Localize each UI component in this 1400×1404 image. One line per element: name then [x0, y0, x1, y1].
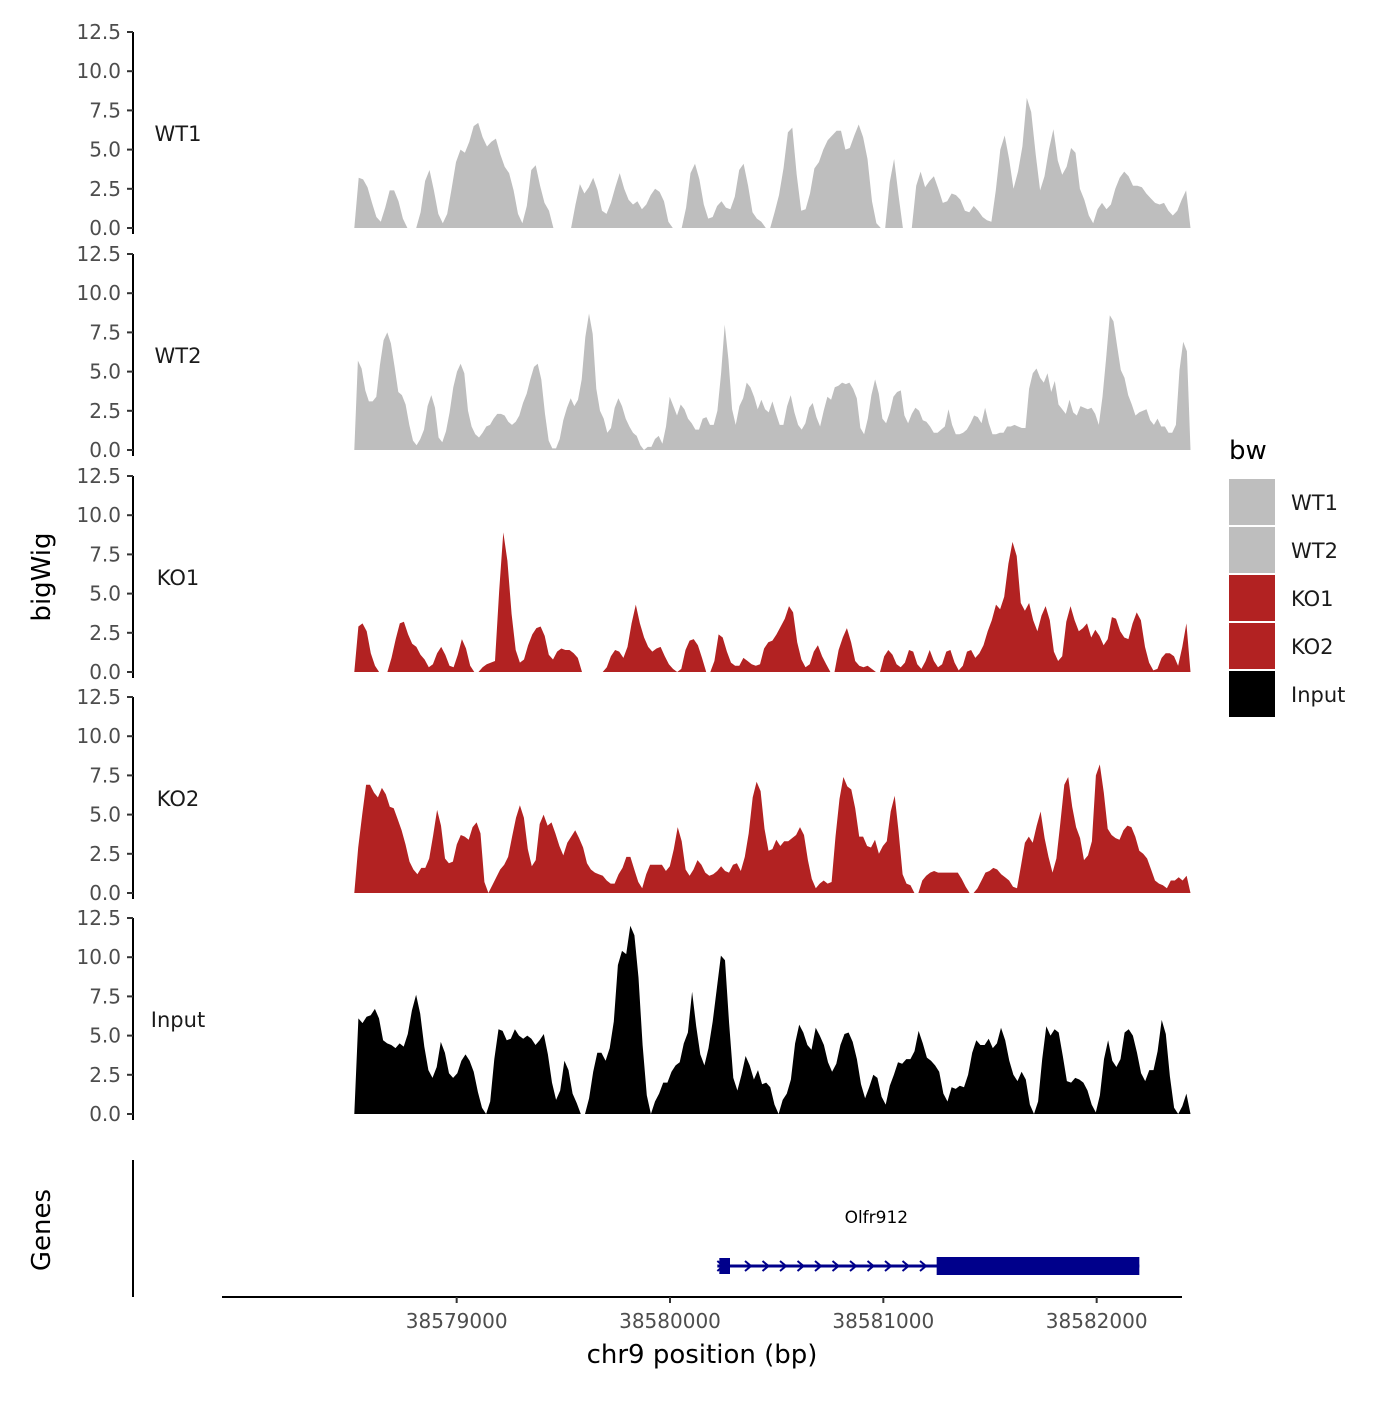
y-tick-label: 10.0 [76, 503, 121, 527]
strand-arrow [919, 1260, 928, 1272]
y-axis-title: bigWig [27, 532, 57, 621]
track-ko1: 0.0 2.5 5.0 7.5 10.0 12.5 KO1 [76, 464, 1191, 684]
signal-area-wt2 [354, 313, 1191, 450]
legend-label: WT1 [1291, 491, 1338, 515]
y-tick-label: 12.5 [76, 906, 121, 930]
y-tick-label: 12.5 [76, 242, 121, 266]
track-ko2: 0.0 2.5 5.0 7.5 10.0 12.5 KO2 [76, 685, 1191, 905]
y-tick-label: 10.0 [76, 724, 121, 748]
y-tick-label: 0.0 [89, 660, 121, 684]
genes-axis-title: Genes [27, 1189, 57, 1271]
x-tick-label: 38582000 [1046, 1309, 1148, 1333]
y-tick-label: 0.0 [89, 438, 121, 462]
legend-label: KO1 [1291, 587, 1334, 611]
signal-area-ko2 [354, 764, 1191, 893]
legend: bw WT1 WT2 KO1 KO2 Input [1229, 436, 1345, 717]
legend-title: bw [1229, 436, 1267, 466]
x-tick-label: 38579000 [406, 1309, 508, 1333]
strand-arrow [884, 1260, 893, 1272]
strand-arrow [716, 1260, 725, 1272]
track-wt1: 0.0 2.5 5.0 7.5 10.0 12.5 WT1 [76, 20, 1191, 240]
y-tick-label: 2.5 [89, 1063, 121, 1087]
legend-key-ko2 [1229, 623, 1275, 669]
signal-area-input [354, 925, 1191, 1114]
legend-label: WT2 [1291, 539, 1338, 563]
y-tick-label: 7.5 [89, 763, 121, 787]
x-tick-label: 38581000 [832, 1309, 934, 1333]
tracks-panel: 0.0 2.5 5.0 7.5 10.0 12.5 WT1 0.0 2.5 5.0 7.5 10.0 1… [76, 20, 1191, 1126]
y-tick-label: 7.5 [89, 98, 121, 122]
strand-arrow [901, 1260, 911, 1272]
y-tick-label: 7.5 [89, 542, 121, 566]
track-input: 0.0 2.5 5.0 7.5 10.0 12.5 Input [76, 906, 1191, 1126]
y-tick-label: 5.0 [89, 360, 121, 384]
legend-label: Input [1291, 683, 1345, 707]
y-tick-label: 10.0 [76, 945, 121, 969]
y-tick-label: 12.5 [76, 464, 121, 488]
x-axis-title: chr9 position (bp) [587, 1340, 818, 1370]
legend-label: KO2 [1291, 635, 1334, 659]
strand-arrow [796, 1260, 806, 1272]
y-tick-label: 2.5 [89, 399, 121, 423]
track-label: Input [151, 1008, 205, 1032]
y-tick-label: 0.0 [89, 881, 121, 905]
track-label: KO1 [157, 566, 200, 590]
strand-arrow [779, 1260, 788, 1272]
strand-arrow [831, 1260, 841, 1272]
y-tick-label: 0.0 [89, 1102, 121, 1126]
legend-key-wt2 [1229, 527, 1275, 573]
strand-arrow [866, 1260, 876, 1272]
y-tick-label: 5.0 [89, 1024, 121, 1048]
strand-arrow [744, 1260, 753, 1272]
x-axis: 38579000 38580000 38581000 38582000 [222, 1296, 1182, 1333]
strand-arrow [849, 1260, 858, 1272]
y-tick-label: 7.5 [89, 984, 121, 1008]
strand-arrow [814, 1260, 823, 1272]
track-label: WT2 [155, 344, 202, 368]
y-tick-label: 12.5 [76, 685, 121, 709]
legend-key-input [1229, 671, 1275, 717]
y-tick-label: 0.0 [89, 216, 121, 240]
signal-area-ko1 [354, 532, 1191, 672]
y-tick-label: 5.0 [89, 138, 121, 162]
y-tick-label: 2.5 [89, 621, 121, 645]
y-tick-label: 2.5 [89, 177, 121, 201]
legend-key-ko1 [1229, 575, 1275, 621]
y-tick-label: 7.5 [89, 320, 121, 344]
legend-key-wt1 [1229, 479, 1275, 525]
gene-label: Olfr912 [845, 1208, 909, 1228]
track-label: KO2 [157, 787, 200, 811]
gene-cds-block [936, 1257, 1140, 1275]
signal-area-wt1 [354, 97, 1191, 229]
y-tick-label: 10.0 [76, 59, 121, 83]
strand-arrow [761, 1260, 771, 1272]
track-label: WT1 [155, 122, 202, 146]
y-tick-label: 10.0 [76, 281, 121, 305]
y-tick-label: 5.0 [89, 803, 121, 827]
y-tick-label: 12.5 [76, 20, 121, 44]
y-tick-label: 5.0 [89, 582, 121, 606]
x-tick-label: 38580000 [619, 1309, 721, 1333]
genes-panel: Olfr912 [132, 1160, 1140, 1297]
y-tick-label: 2.5 [89, 842, 121, 866]
track-wt2: 0.0 2.5 5.0 7.5 10.0 12.5 WT2 [76, 242, 1191, 462]
